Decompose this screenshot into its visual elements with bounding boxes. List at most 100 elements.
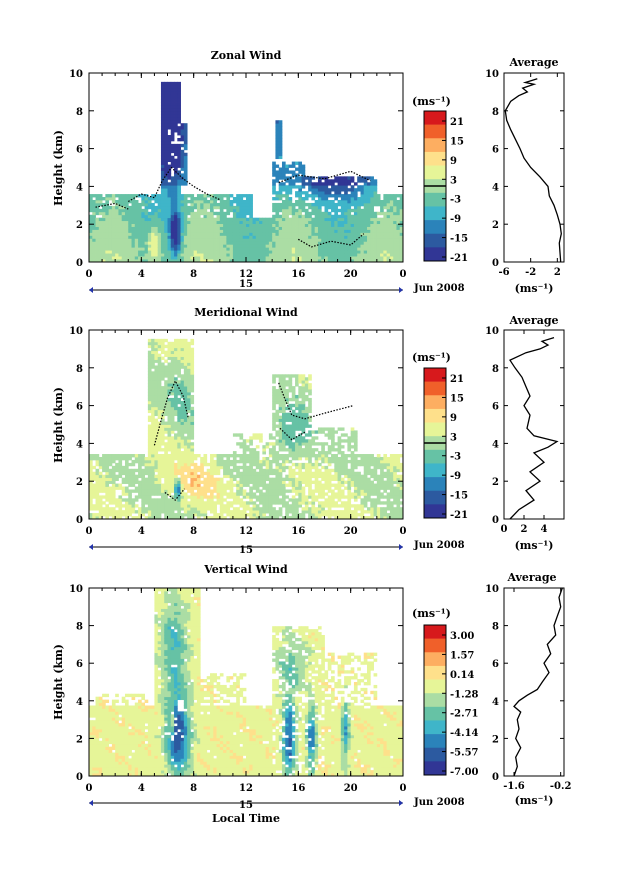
heatmap-cell [164,392,168,396]
heatmap-cell [167,123,172,127]
heatmap-cell [246,232,250,236]
heatmap-cell [268,256,273,260]
heatmap-cell [281,448,286,452]
heatmap-cell [187,489,191,493]
heatmap-cell [164,451,168,455]
heatmap-cell [350,445,355,449]
heatmap-cell [196,232,201,236]
heatmap-cell [383,250,388,254]
heatmap-cell [265,459,270,464]
heatmap-cell [147,341,152,346]
heatmap-cell [291,223,296,227]
heatmap-cell [367,229,371,233]
heatmap-cell [164,126,168,130]
heatmap-cell [160,365,165,369]
heatmap-cell [298,433,302,437]
heatmap-cell [272,516,276,519]
heatmap-cell [157,214,162,219]
heatmap-cell [317,489,322,493]
heatmap-cell [236,250,240,254]
heatmap-cell [367,197,371,201]
heatmap-cell [344,179,348,183]
heatmap-cell [154,353,159,357]
heatmap-cell [160,386,165,390]
heatmap-cell [285,185,289,189]
heatmap-cell [223,244,227,248]
heatmap-cell [317,480,322,484]
heatmap-cell [308,188,312,192]
heatmap-cell [193,241,198,245]
heatmap-cell [180,155,185,160]
heatmap-cell [180,132,185,136]
heatmap-cell [291,448,296,452]
heatmap-cell [301,235,306,239]
heatmap-cell [134,259,139,262]
heatmap-cell [187,427,191,431]
heatmap-cell [249,507,253,511]
heatmap-cell [275,513,280,517]
heatmap-cell [265,220,270,225]
heatmap-cell [174,90,178,95]
heatmap-cell [164,199,168,204]
heatmap-cell [278,430,283,434]
heatmap-cell [167,194,172,198]
heatmap-cell [278,229,283,233]
heatmap-cell [98,477,103,482]
heatmap-cell [252,259,257,262]
heatmap-cell [144,495,149,499]
heatmap-cell [259,471,263,476]
heatmap-cell [367,208,371,213]
heatmap-cell [118,501,123,505]
heatmap-cell [275,123,280,127]
heatmap-cell [170,205,175,210]
heatmap-cell [98,244,103,248]
heatmap-cell [124,471,129,476]
heatmap-cell [278,498,283,502]
heatmap-cell [353,259,358,262]
heatmap-cell [265,223,270,227]
heatmap-cell [193,259,198,262]
heatmap-cell [239,445,244,449]
heatmap-cell [239,454,244,458]
heatmap-cell [373,182,378,186]
heatmap-cell [360,244,365,248]
heatmap-cell [367,194,371,198]
heatmap-cell [347,504,352,508]
colorbar-swatch [424,124,446,139]
heatmap-cell [255,516,260,519]
heatmap-cell [203,205,208,210]
heatmap-cell [190,504,195,508]
heatmap-cell [193,229,198,233]
heatmap-cell [147,197,152,201]
heatmap-cell [350,495,355,499]
heatmap-cell [337,439,342,443]
heatmap-cell [154,241,159,245]
heatmap-cell [124,513,129,517]
heatmap-cell [187,344,191,349]
heatmap-cell [334,202,338,207]
heatmap-cell [308,226,312,230]
heatmap-cell [170,415,175,419]
heatmap-cell [203,250,208,254]
colorbar-swatch [424,247,446,262]
heatmap-cell [167,516,172,519]
heatmap-cell [344,208,348,213]
heatmap-cell [246,459,250,464]
heatmap-cell [183,123,188,127]
heatmap-cell [249,436,253,440]
heatmap-cell [92,250,96,254]
heatmap-cell [170,199,175,204]
heatmap-cell [281,436,286,440]
heatmap-cell [317,462,322,467]
heatmap-cell [219,244,224,248]
heatmap-cell [174,152,178,157]
heatmap-cell [89,220,93,225]
heatmap-cell [200,480,204,484]
heatmap-cell [151,480,155,484]
heatmap-cell [281,241,286,245]
heatmap-cell [180,123,185,127]
heatmap-cell [268,223,273,227]
heatmap-cell [327,179,332,183]
heatmap-cell [124,504,129,508]
heatmap-cell [203,471,208,476]
